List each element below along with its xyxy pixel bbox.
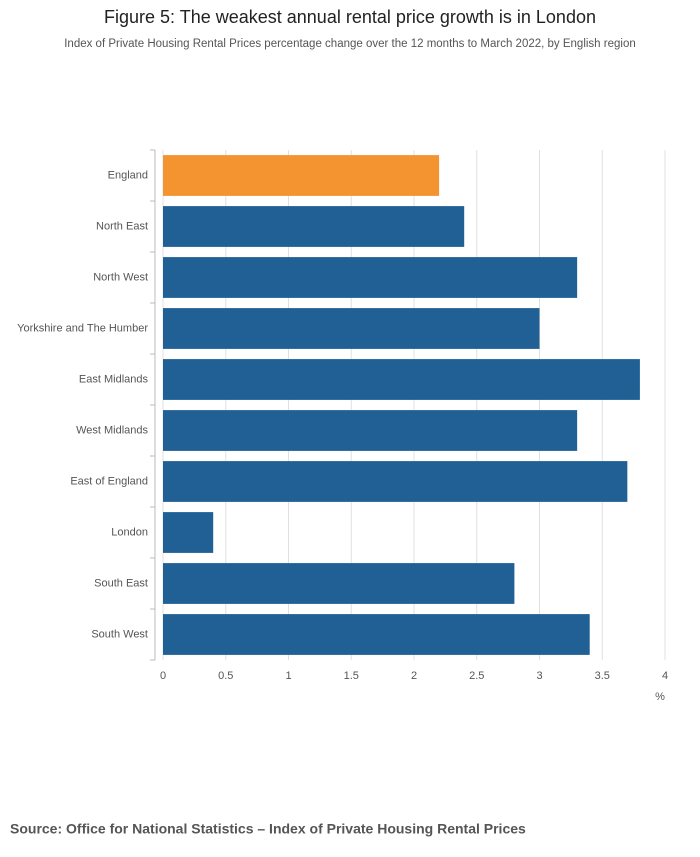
- bar: [163, 257, 578, 298]
- bar: [163, 614, 590, 655]
- x-tick-label: 3: [536, 670, 542, 682]
- y-tick-label: South East: [94, 577, 148, 589]
- x-axis-label: %: [655, 691, 665, 703]
- bar: [163, 410, 578, 451]
- bar: [163, 359, 640, 400]
- x-tick-label: 0: [160, 670, 166, 682]
- chart-subtitle: Index of Private Housing Rental Prices p…: [64, 38, 636, 50]
- source: Source: Office for National Statistics –…: [10, 821, 526, 837]
- y-tick-label: Yorkshire and The Humber: [17, 322, 148, 334]
- x-tick-label: 1: [285, 670, 291, 682]
- y-tick-label: North East: [96, 220, 148, 232]
- y-tick-label: North West: [93, 271, 148, 283]
- x-tick-label: 0.5: [218, 670, 233, 682]
- y-tick-label: West Midlands: [76, 424, 148, 436]
- bar: [163, 563, 515, 604]
- x-tick-label: 4: [662, 670, 668, 682]
- chart-title: Figure 5: The weakest annual rental pric…: [104, 7, 596, 27]
- x-tick-label: 2.5: [469, 670, 484, 682]
- y-tick-label: England: [108, 169, 148, 181]
- y-tick-label: East Midlands: [79, 373, 149, 385]
- bar: [163, 155, 440, 196]
- x-tick-label: 2: [411, 670, 417, 682]
- x-tick-label: 3.5: [595, 670, 610, 682]
- y-tick-label: South West: [91, 628, 148, 640]
- bar: [163, 206, 465, 247]
- bar: [163, 512, 214, 553]
- bar: [163, 308, 540, 349]
- bar: [163, 461, 628, 502]
- y-tick-label: East of England: [70, 475, 148, 487]
- x-tick-label: 1.5: [344, 670, 359, 682]
- y-tick-label: London: [111, 526, 148, 538]
